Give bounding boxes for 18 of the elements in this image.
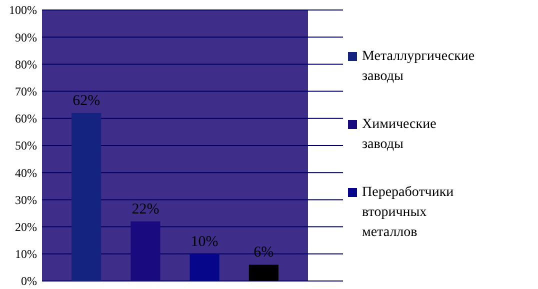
y-tick-label: 50% — [15, 138, 37, 153]
legend-label: Химические заводы — [362, 117, 436, 152]
y-tick-label: 20% — [15, 220, 37, 234]
y-tick-label: 10% — [15, 247, 37, 262]
data-label: 22% — [132, 201, 160, 218]
legend-label: Металлургические заводы — [362, 49, 475, 84]
data-label: 10% — [190, 234, 218, 250]
y-tick-label: 100% — [9, 3, 37, 18]
data-label: 62% — [72, 92, 100, 109]
y-tick-label: 0% — [21, 274, 37, 288]
y-tick-label: 90% — [15, 30, 37, 44]
y-tick-label: 70% — [15, 84, 37, 98]
y-tick-label: 40% — [15, 166, 37, 180]
data-label: 6% — [254, 244, 274, 261]
legend-label: Переработчики вторичных металлов — [362, 185, 454, 240]
y-tick-label: 80% — [15, 57, 37, 72]
y-tick-label: 30% — [15, 192, 37, 207]
y-tick-label: 60% — [15, 112, 37, 126]
